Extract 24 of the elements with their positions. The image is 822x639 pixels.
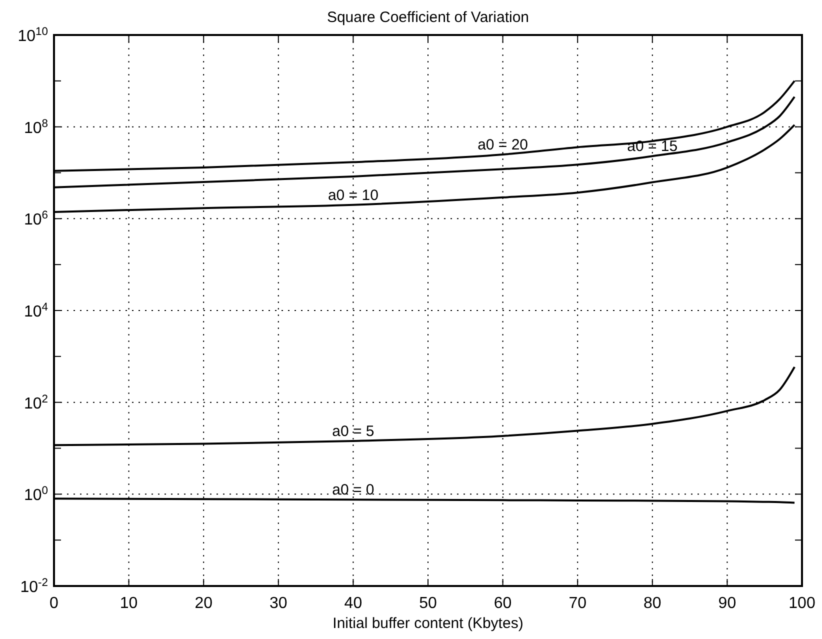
series-label: a0 = 10 — [328, 186, 378, 204]
y-tick-label: 10$^{-2}$ — [20, 577, 48, 596]
y-tick-label: 10$^{6}$ — [24, 210, 48, 229]
x-tick-label: 50 — [419, 595, 437, 612]
x-axis-title: Initial buffer content (Kbytes) — [332, 615, 524, 632]
chart-title: Square Coefficient of Variation — [326, 9, 530, 26]
x-tick-label: 0 — [50, 595, 59, 612]
y-tick-label: 10$^{8}$ — [24, 118, 48, 137]
y-tick-label: 10$^{10}$ — [18, 26, 48, 45]
y-tick-label: 10$^{4}$ — [24, 302, 48, 320]
y-tick-label: 10$^{0}$ — [24, 485, 48, 504]
x-tick-label: 20 — [194, 595, 213, 612]
x-tick-label: 60 — [494, 595, 512, 612]
series-label: a0 = 0 — [332, 482, 374, 499]
x-tick-label: 100 — [788, 595, 816, 612]
x-tick-label: 90 — [718, 595, 736, 612]
x-tick-label: 70 — [568, 595, 587, 612]
series-label: a0 = 20 — [478, 136, 528, 154]
x-tick-label: 30 — [270, 595, 288, 612]
x-tick-label: 80 — [644, 595, 662, 612]
x-tick-label: 10 — [120, 595, 138, 612]
y-tick-label: 10$^{2}$ — [24, 393, 48, 412]
series-label: a0 = 5 — [332, 422, 374, 440]
x-tick-label: 40 — [344, 595, 362, 612]
